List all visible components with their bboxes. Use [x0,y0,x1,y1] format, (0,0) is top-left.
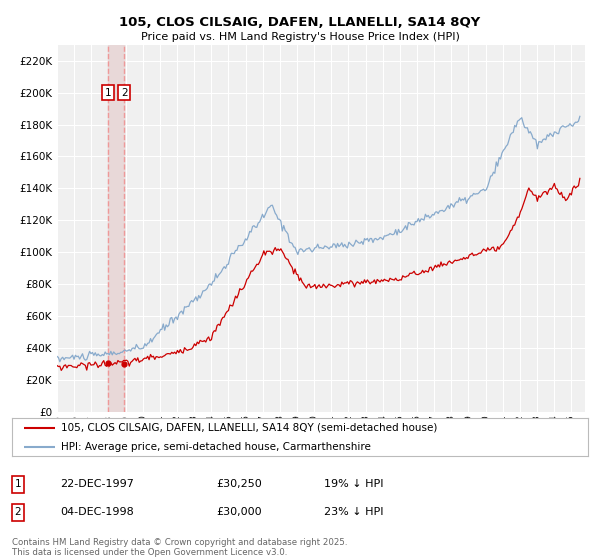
Text: 105, CLOS CILSAIG, DAFEN, LLANELLI, SA14 8QY: 105, CLOS CILSAIG, DAFEN, LLANELLI, SA14… [119,16,481,29]
Text: 19% ↓ HPI: 19% ↓ HPI [324,479,383,489]
Text: HPI: Average price, semi-detached house, Carmarthenshire: HPI: Average price, semi-detached house,… [61,442,371,452]
Text: Price paid vs. HM Land Registry's House Price Index (HPI): Price paid vs. HM Land Registry's House … [140,32,460,43]
Bar [108,45,124,412]
Text: 1: 1 [14,479,22,489]
Text: 23% ↓ HPI: 23% ↓ HPI [324,507,383,517]
Text: 22-DEC-1997: 22-DEC-1997 [60,479,134,489]
Text: Contains HM Land Registry data © Crown copyright and database right 2025.
This d: Contains HM Land Registry data © Crown c… [12,538,347,557]
Text: 2: 2 [14,507,22,517]
Text: 2: 2 [121,88,128,97]
Text: 1: 1 [104,88,111,97]
Text: 04-DEC-1998: 04-DEC-1998 [60,507,134,517]
Text: 105, CLOS CILSAIG, DAFEN, LLANELLI, SA14 8QY (semi-detached house): 105, CLOS CILSAIG, DAFEN, LLANELLI, SA14… [61,423,437,433]
Text: £30,250: £30,250 [216,479,262,489]
Text: £30,000: £30,000 [216,507,262,517]
